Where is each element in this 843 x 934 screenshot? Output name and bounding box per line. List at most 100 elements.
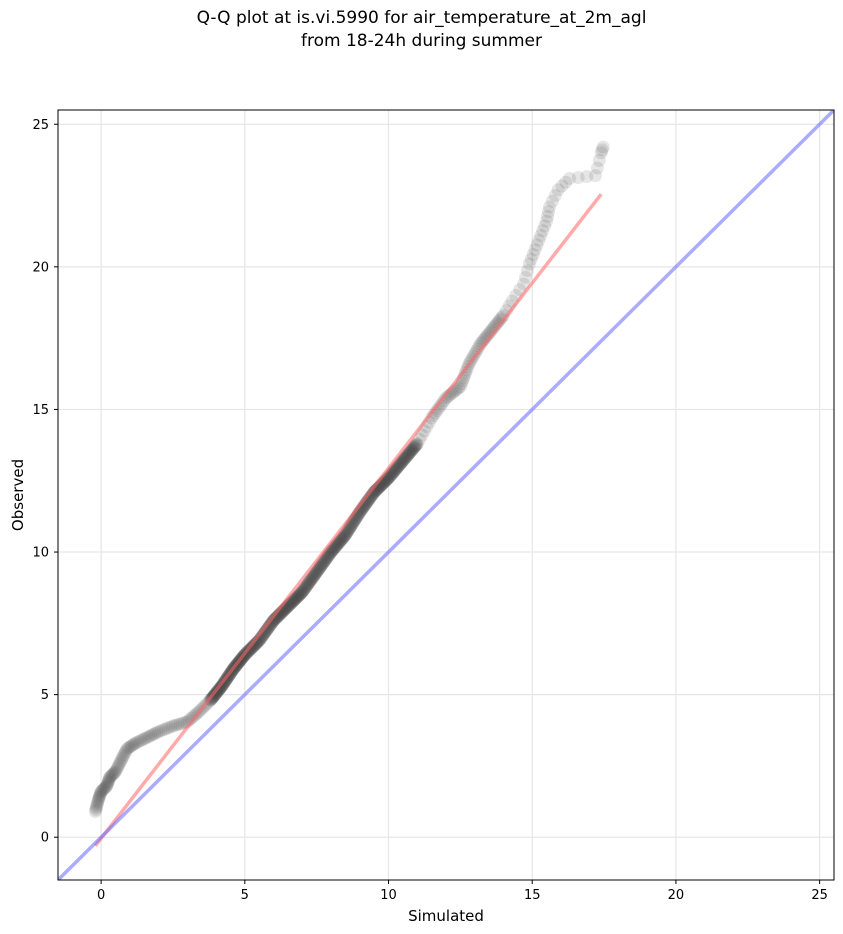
data-point bbox=[526, 247, 540, 261]
data-point bbox=[101, 776, 115, 790]
data-point bbox=[264, 617, 278, 631]
data-point bbox=[100, 779, 114, 793]
data-point bbox=[390, 461, 404, 475]
data-point bbox=[164, 720, 178, 734]
data-point bbox=[404, 444, 418, 458]
data-point bbox=[144, 729, 158, 743]
data-point bbox=[406, 442, 420, 456]
data-point bbox=[116, 749, 130, 763]
data-point bbox=[288, 593, 302, 607]
data-point bbox=[91, 795, 105, 809]
data-point bbox=[401, 447, 415, 461]
data-point bbox=[89, 803, 103, 817]
data-point bbox=[294, 587, 308, 601]
data-point bbox=[156, 723, 170, 737]
data-point bbox=[595, 143, 609, 157]
y-tick-label: 0 bbox=[41, 831, 49, 846]
data-point bbox=[92, 790, 106, 804]
data-point bbox=[316, 556, 330, 570]
data-point bbox=[309, 567, 323, 581]
data-point bbox=[555, 179, 569, 193]
data-point bbox=[341, 524, 355, 538]
x-tick-label: 20 bbox=[668, 888, 685, 903]
y-axis-label: Observed bbox=[9, 459, 27, 531]
data-point bbox=[295, 586, 309, 600]
data-point bbox=[330, 538, 344, 552]
data-point bbox=[437, 394, 451, 408]
data-point bbox=[304, 573, 318, 587]
data-point bbox=[590, 161, 604, 175]
data-point bbox=[295, 585, 309, 599]
x-tick-label: 15 bbox=[524, 888, 541, 903]
data-point bbox=[289, 592, 303, 606]
data-point bbox=[522, 257, 536, 271]
data-point bbox=[106, 767, 120, 781]
data-point bbox=[390, 460, 404, 474]
data-point bbox=[306, 570, 320, 584]
data-point bbox=[264, 617, 278, 631]
data-point bbox=[267, 613, 281, 627]
data-point bbox=[124, 739, 138, 753]
y-tick-label: 25 bbox=[32, 118, 49, 133]
data-point bbox=[404, 445, 418, 459]
data-point bbox=[541, 209, 555, 223]
data-point bbox=[93, 787, 107, 801]
data-point bbox=[294, 586, 308, 600]
data-point bbox=[469, 344, 483, 358]
x-tick-label: 25 bbox=[811, 888, 828, 903]
data-point bbox=[335, 532, 349, 546]
data-point bbox=[332, 536, 346, 550]
data-point bbox=[333, 535, 347, 549]
data-point bbox=[318, 553, 332, 567]
data-point bbox=[109, 763, 123, 777]
data-point bbox=[338, 529, 352, 543]
data-point bbox=[90, 799, 104, 813]
data-point bbox=[317, 554, 331, 568]
data-point bbox=[592, 153, 606, 167]
data-point bbox=[108, 766, 122, 780]
data-point bbox=[112, 757, 126, 771]
data-point bbox=[395, 455, 409, 469]
data-point bbox=[396, 454, 410, 468]
data-point bbox=[334, 533, 348, 547]
data-point bbox=[387, 464, 401, 478]
data-point bbox=[132, 734, 146, 748]
data-point bbox=[315, 558, 329, 572]
x-tick-label: 5 bbox=[241, 888, 249, 903]
data-point bbox=[393, 458, 407, 472]
data-point bbox=[596, 140, 610, 154]
data-point bbox=[304, 573, 318, 587]
data-point bbox=[413, 432, 427, 446]
data-point bbox=[563, 171, 577, 185]
data-point bbox=[307, 568, 321, 582]
y-tick-label: 5 bbox=[41, 688, 49, 703]
data-point bbox=[312, 562, 326, 576]
data-point bbox=[471, 342, 485, 356]
data-point bbox=[303, 574, 317, 588]
data-point bbox=[114, 753, 128, 767]
data-point bbox=[393, 457, 407, 471]
data-point bbox=[336, 531, 350, 545]
data-point bbox=[94, 785, 108, 799]
data-point bbox=[388, 463, 402, 477]
data-point bbox=[104, 769, 118, 783]
data-point bbox=[142, 729, 156, 743]
data-point bbox=[571, 170, 585, 184]
data-point bbox=[148, 727, 162, 741]
data-point bbox=[528, 243, 542, 257]
data-point bbox=[267, 613, 281, 627]
data-point bbox=[298, 582, 312, 596]
data-point bbox=[391, 459, 405, 473]
x-tick-label: 10 bbox=[380, 888, 397, 903]
data-point bbox=[159, 722, 173, 736]
data-point bbox=[405, 443, 419, 457]
data-point bbox=[338, 528, 352, 542]
data-point bbox=[341, 524, 355, 538]
data-point bbox=[306, 570, 320, 584]
data-point bbox=[305, 571, 319, 585]
data-point bbox=[107, 767, 121, 781]
data-point bbox=[176, 716, 190, 730]
data-point bbox=[337, 529, 351, 543]
data-point bbox=[400, 449, 414, 463]
data-point bbox=[88, 805, 102, 819]
